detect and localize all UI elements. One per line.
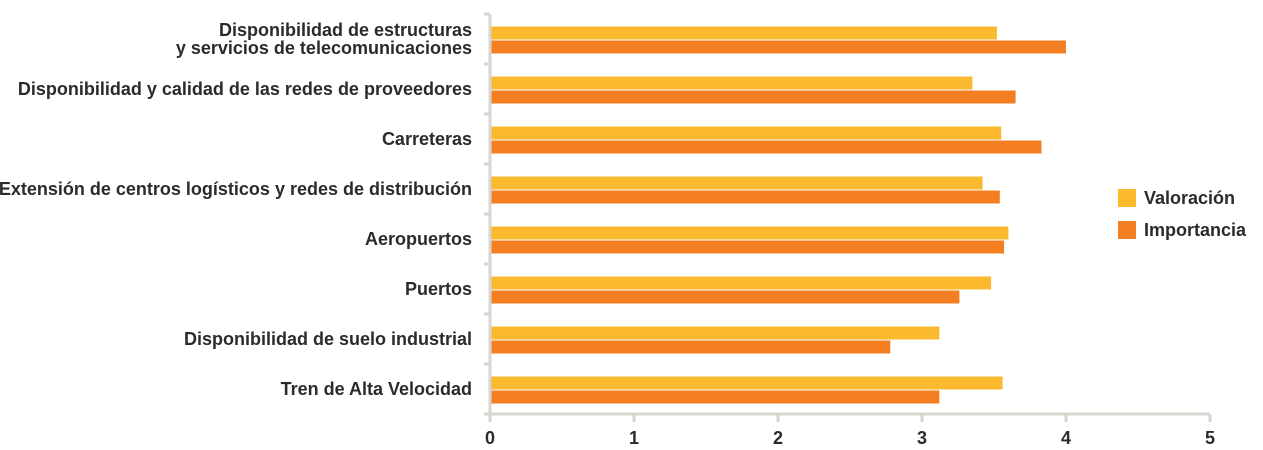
x-tick-label: 2	[773, 428, 783, 448]
category-label-5: Puertos	[405, 279, 472, 299]
category-label-line: Disponibilidad de suelo industrial	[184, 329, 472, 349]
category-label-line: Extensión de centros logísticos y redes …	[0, 179, 472, 199]
bar-valoracion-7	[491, 376, 1003, 390]
category-label-3: Extensión de centros logísticos y redes …	[0, 179, 472, 199]
x-tick-label: 1	[629, 428, 639, 448]
bar-valoracion-4	[491, 226, 1009, 240]
x-tick-label: 5	[1205, 428, 1215, 448]
bar-valoracion-0	[491, 26, 997, 40]
category-label-line: Tren de Alta Velocidad	[281, 379, 472, 399]
x-tick-label: 3	[917, 428, 927, 448]
bar-importancia-6	[491, 340, 891, 354]
category-label-0: Disponibilidad de estructuras y servicios…	[176, 20, 472, 58]
bar-importancia-1	[491, 90, 1016, 104]
legend-swatch-0	[1118, 189, 1136, 207]
bar-importancia-4	[491, 240, 1005, 254]
bar-importancia-7	[491, 390, 940, 404]
category-label-line: Carreteras	[382, 129, 472, 149]
category-label-1: Disponibilidad y calidad de las redes de…	[18, 79, 472, 99]
bars-group	[491, 26, 1066, 404]
category-label-line: y servicios de telecomunicaciones	[176, 38, 472, 58]
bar-importancia-5	[491, 290, 960, 304]
bar-importancia-2	[491, 140, 1042, 154]
legend: Valoración Importancia	[1118, 188, 1247, 240]
category-label-line: Disponibilidad y calidad de las redes de…	[18, 79, 472, 99]
bar-valoracion-3	[491, 176, 983, 190]
category-labels: Disponibilidad de estructuras y servicios…	[0, 20, 472, 399]
bar-valoracion-2	[491, 126, 1002, 140]
bar-importancia-0	[491, 40, 1066, 54]
category-label-line: Puertos	[405, 279, 472, 299]
bar-valoracion-6	[491, 326, 940, 340]
axes-group: 0 1 2 3 4 5	[484, 12, 1215, 448]
category-label-6: Disponibilidad de suelo industrial	[184, 329, 472, 349]
category-label-line: Disponibilidad de estructuras	[219, 20, 472, 40]
x-tick-label: 0	[485, 428, 495, 448]
legend-label-0: Valoración	[1144, 188, 1235, 208]
category-label-4: Aeropuertos	[365, 229, 472, 249]
category-label-2: Carreteras	[382, 129, 472, 149]
x-tick-label: 4	[1061, 428, 1071, 448]
bar-valoracion-5	[491, 276, 992, 290]
legend-label-1: Importancia	[1144, 220, 1247, 240]
bar-importancia-3	[491, 190, 1000, 204]
category-label-7: Tren de Alta Velocidad	[281, 379, 472, 399]
bar-valoracion-1	[491, 76, 973, 90]
legend-swatch-1	[1118, 221, 1136, 239]
category-label-line: Aeropuertos	[365, 229, 472, 249]
